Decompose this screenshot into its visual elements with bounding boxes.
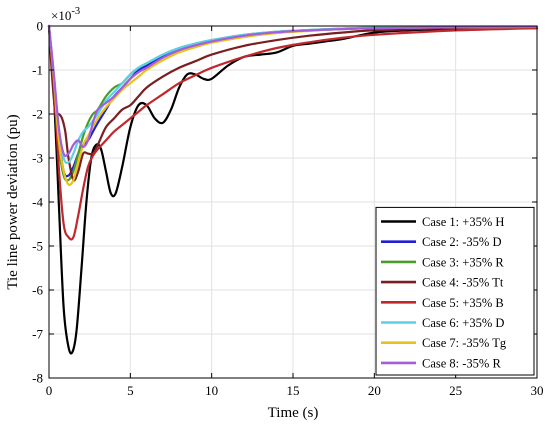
x-tick-label: 5 — [127, 383, 134, 398]
y-tick-label: -3 — [32, 151, 43, 166]
x-tick-label: 0 — [46, 383, 53, 398]
y-exponent-label: ×10-3 — [51, 6, 80, 23]
legend-entry-case-5: Case 5: +35% B — [381, 296, 504, 310]
legend-entry-case-3: Case 3: +35% R — [381, 255, 504, 269]
legend-label: Case 2: -35% D — [422, 235, 502, 249]
y-tick-label: -1 — [32, 63, 43, 78]
legend-box — [375, 206, 535, 376]
legend-entry-case-8: Case 8: -35% R — [381, 356, 501, 370]
series-line-case-5 — [47, 24, 539, 241]
y-tick-label: 0 — [37, 19, 44, 34]
legend-label: Case 7: -35% Tg — [422, 336, 507, 350]
legend-label: Case 6: +35% D — [422, 316, 504, 330]
x-tick-label: 25 — [449, 383, 462, 398]
y-tick-label: -6 — [32, 283, 43, 298]
legend: Case 1: +35% H Case 2: -35% D Case 3: +35%… — [375, 206, 535, 376]
legend-entry-case-7: Case 7: -35% Tg — [381, 336, 507, 350]
y-exponent-power: -3 — [71, 6, 80, 17]
legend-label: Case 5: +35% B — [422, 296, 504, 310]
y-axis-title: Tie line power deviation (pu) — [5, 114, 21, 289]
y-tick-label: -2 — [32, 107, 43, 122]
x-tick-label: 20 — [368, 383, 381, 398]
legend-entry-case-6: Case 6: +35% D — [381, 316, 504, 330]
legend-label: Case 3: +35% R — [422, 255, 504, 269]
x-tick-label: 15 — [287, 383, 300, 398]
y-tick-label: -7 — [32, 327, 43, 342]
x-tick-label: 10 — [205, 383, 218, 398]
y-tick-label: -8 — [32, 371, 43, 386]
y-tick-label: -5 — [32, 239, 43, 254]
legend-entry-case-1: Case 1: +35% H — [381, 215, 504, 229]
x-tick-label: 30 — [531, 383, 544, 398]
legend-entry-case-4: Case 4: -35% Tt — [381, 276, 504, 290]
legend-label: Case 4: -35% Tt — [422, 276, 504, 290]
axes: 0 5 10 15 20 25 30 0 -1 -2 -3 -4 -5 -6 -7 -8 ×10-3 Time (… — [5, 6, 544, 421]
legend-entry-case-2: Case 2: -35% D — [381, 235, 502, 249]
legend-label: Case 8: -35% R — [422, 356, 501, 370]
legend-label: Case 1: +35% H — [422, 215, 504, 229]
series-group — [47, 24, 539, 355]
series-line-case-8 — [47, 24, 539, 158]
series-line-case-1 — [47, 24, 539, 355]
x-axis-title: Time (s) — [268, 405, 319, 421]
series-line-case-4 — [47, 24, 539, 182]
y-tick-label: -4 — [32, 195, 43, 210]
